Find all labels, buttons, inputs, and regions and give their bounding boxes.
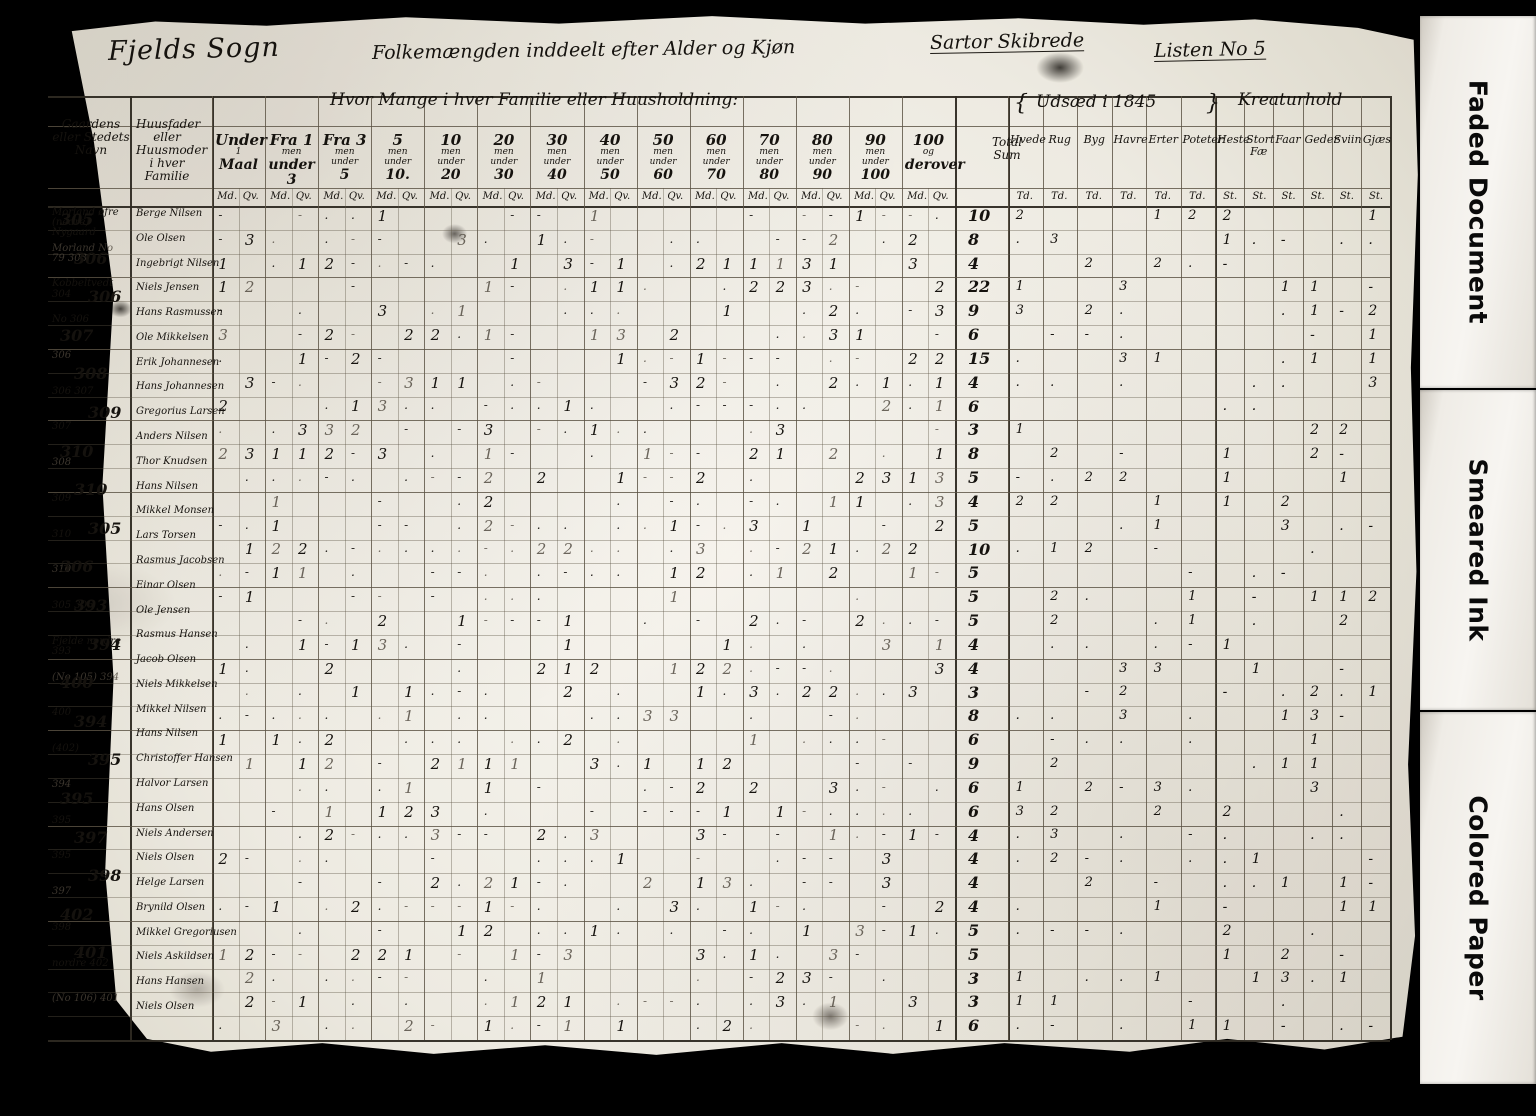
column-header-total: Total Sum (991, 135, 1023, 162)
district-name: Sartor Skibrede (929, 29, 1085, 54)
band-caption-livestock: Kreaturhold (1238, 90, 1343, 110)
band-caption-sowing: Udsæd i 1845 (1036, 92, 1157, 112)
brace-open: { (1014, 91, 1028, 116)
column-header-place: Gaardens eller Stedets Navn (52, 117, 130, 157)
tab-smeared-ink[interactable]: Smeared Ink (1420, 390, 1536, 710)
tab-colored-paper[interactable]: Colored Paper (1420, 712, 1536, 1084)
tab-faded-document[interactable]: Faded Document (1420, 16, 1536, 388)
brace-close: } (1206, 91, 1220, 116)
list-number: Listen No 5 (1153, 37, 1266, 62)
parish-title: Fjelds Sogn (107, 31, 281, 67)
manuscript-page (71, 16, 1418, 1055)
tab-faded-document-label: Faded Document (1463, 79, 1493, 325)
tab-smeared-ink-label: Smeared Ink (1463, 458, 1493, 642)
column-header-head: Huusfader eller Huusmoder i hver Familie (136, 117, 208, 183)
band-caption-family: Hvor Mange i hver Familie eller Huushold… (330, 90, 739, 110)
tab-colored-paper-label: Colored Paper (1463, 795, 1493, 1001)
